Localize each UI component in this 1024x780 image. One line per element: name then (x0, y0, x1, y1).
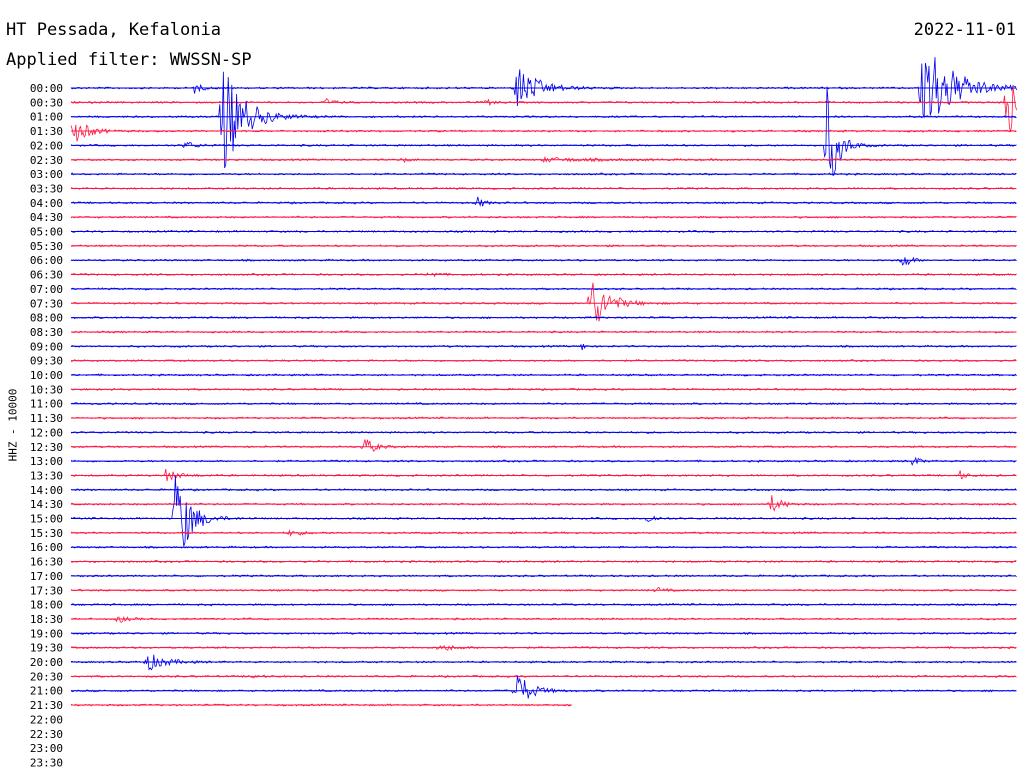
time-tick-label: 13:30 (30, 469, 63, 482)
trace-line (70, 475, 1017, 547)
time-tick-label: 07:30 (30, 297, 63, 310)
trace-line (70, 359, 1017, 363)
time-tick-label: 08:30 (30, 326, 63, 339)
trace-line (70, 654, 1017, 671)
time-tick-label: 22:00 (30, 713, 63, 726)
time-tick-label: 20:30 (30, 670, 63, 683)
trace-line (70, 71, 1017, 169)
time-tick-label: 08:00 (30, 312, 63, 325)
time-tick-label: 16:00 (30, 541, 63, 554)
trace-line (70, 186, 1017, 191)
time-tick-label: 22:30 (30, 728, 63, 741)
trace-line (70, 315, 1017, 320)
trace-line (70, 343, 1017, 351)
trace-line (70, 256, 1017, 266)
trace-line (70, 602, 1017, 607)
trace-line (70, 373, 1017, 377)
date-label: 2022-11-01 (913, 20, 1016, 40)
time-tick-label: 01:00 (30, 111, 63, 124)
time-tick-label: 15:30 (30, 527, 63, 540)
trace-layer (70, 57, 1017, 707)
time-tick-label: 19:30 (30, 642, 63, 655)
time-tick-label: 11:00 (30, 398, 63, 411)
time-tick-label: 21:30 (30, 699, 63, 712)
trace-line (70, 488, 1017, 492)
trace-line (70, 559, 1017, 564)
time-tick-label: 21:00 (30, 685, 63, 698)
time-tick-label: 09:30 (30, 355, 63, 368)
time-tick-label: 03:00 (30, 168, 63, 181)
time-tick-label: 23:30 (30, 756, 63, 769)
time-tick-label: 17:30 (30, 584, 63, 597)
trace-line (70, 529, 1017, 537)
trace-line (70, 631, 1017, 636)
trace-line (70, 430, 1017, 435)
time-tick-label: 00:00 (30, 82, 63, 95)
trace-line (70, 586, 1017, 593)
trace-line (70, 545, 1017, 549)
trace-line (70, 155, 1017, 164)
station-title: HT Pessada, Kefalonia (6, 20, 221, 40)
time-tick-label: 05:30 (30, 240, 63, 253)
trace-line (70, 495, 1017, 512)
filter-label: Applied filter: WWSSN-SP (6, 50, 252, 70)
trace-line (70, 402, 1017, 406)
trace-line (70, 615, 1017, 623)
time-tick-label: 11:30 (30, 412, 63, 425)
trace-line (70, 330, 1017, 334)
time-tick-label: 12:30 (30, 441, 63, 454)
time-tick-label: 19:00 (30, 627, 63, 640)
trace-line (70, 468, 1017, 482)
trace-line (70, 172, 1017, 176)
time-tick-label: 02:30 (30, 154, 63, 167)
trace-line (70, 86, 1017, 177)
time-tick-label: 17:00 (30, 570, 63, 583)
time-tick-label: 23:00 (30, 742, 63, 755)
trace-line (70, 574, 1017, 578)
trace-line (70, 57, 1017, 119)
trace-line (70, 244, 1017, 248)
time-tick-label: 18:30 (30, 613, 63, 626)
trace-line (70, 703, 572, 707)
trace-line (70, 196, 1017, 207)
time-tick-label: 05:00 (30, 226, 63, 239)
trace-line (70, 674, 1017, 679)
time-tick-label: 12:00 (30, 426, 63, 439)
time-tick-label: 03:30 (30, 182, 63, 195)
trace-line (70, 229, 1017, 234)
trace-line (70, 86, 1017, 133)
time-tick-label: 07:00 (30, 283, 63, 296)
time-tick-label: 13:00 (30, 455, 63, 468)
time-tick-label: 18:00 (30, 599, 63, 612)
time-tick-label: 20:00 (30, 656, 63, 669)
time-tick-label: 02:00 (30, 139, 63, 152)
time-tick-label: 14:00 (30, 484, 63, 497)
trace-line (70, 644, 1017, 651)
trace-line (70, 124, 1017, 142)
time-tick-label: 06:00 (30, 254, 63, 267)
time-tick-label: 04:30 (30, 211, 63, 224)
time-tick-label: 01:30 (30, 125, 63, 138)
trace-line (70, 287, 1017, 291)
time-tick-label: 10:00 (30, 369, 63, 382)
time-tick-label: 06:30 (30, 269, 63, 282)
time-tick-label: 04:00 (30, 197, 63, 210)
time-tick-label: 09:00 (30, 340, 63, 353)
time-tick-label: 16:30 (30, 556, 63, 569)
trace-line (70, 456, 1017, 466)
trace-line (70, 416, 1017, 420)
trace-line (70, 675, 1017, 699)
trace-line (70, 439, 1017, 452)
time-tick-label: 14:30 (30, 498, 63, 511)
trace-line (70, 387, 1017, 392)
trace-line (70, 215, 1017, 219)
time-tick-label: 00:30 (30, 96, 63, 109)
time-tick-label: 15:00 (30, 513, 63, 526)
trace-line (70, 282, 1017, 322)
trace-line (70, 272, 1017, 278)
time-tick-label: 10:30 (30, 383, 63, 396)
